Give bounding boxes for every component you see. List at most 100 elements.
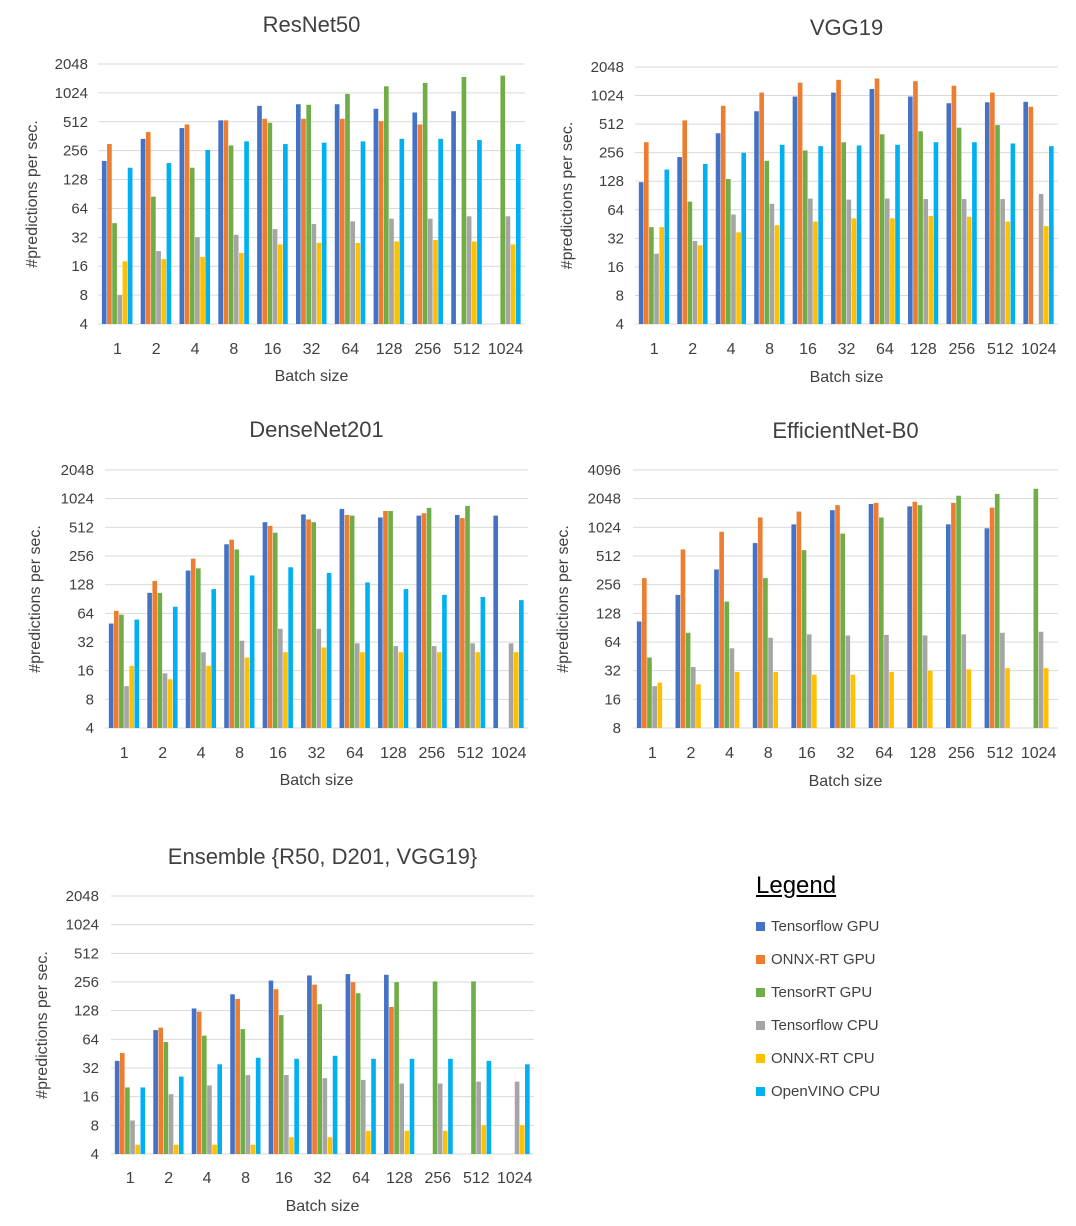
x-tick-label: 8 <box>235 745 244 762</box>
bar <box>152 580 158 728</box>
bar <box>692 240 698 324</box>
bar <box>436 652 442 728</box>
bar <box>108 623 114 728</box>
bar <box>306 104 311 325</box>
bar <box>255 1057 261 1154</box>
y-tick-label: 4 <box>91 1146 99 1163</box>
y-tick-label: 1024 <box>591 88 624 105</box>
y-tick-label: 256 <box>74 974 99 991</box>
x-tick-label: 16 <box>799 341 817 358</box>
bar <box>995 125 1000 324</box>
bar <box>339 508 345 728</box>
bar <box>344 514 350 728</box>
bar <box>190 558 196 728</box>
bar <box>873 502 879 728</box>
bar <box>514 1081 520 1154</box>
bar <box>480 597 486 728</box>
legend: Legend Tensorflow GPU ONNX-RT GPU Tensor… <box>756 872 1016 1108</box>
bar <box>736 232 741 324</box>
x-tick-label: 16 <box>269 745 287 762</box>
y-tick-label: 16 <box>77 663 94 680</box>
bar <box>475 652 481 728</box>
bar <box>657 682 663 728</box>
bar <box>172 606 178 728</box>
bar <box>984 102 990 325</box>
bar <box>726 179 731 324</box>
bar <box>869 89 875 325</box>
bar <box>677 157 682 324</box>
y-tick-label: 32 <box>82 1060 99 1077</box>
y-tick-label: 4096 <box>588 462 621 479</box>
bar <box>349 515 355 728</box>
x-tick-label: 1 <box>648 745 657 762</box>
bar <box>295 104 301 324</box>
legend-item-openvino-cpu: OpenVINO CPU <box>756 1075 1016 1108</box>
bar <box>250 1144 256 1154</box>
bar <box>147 592 152 728</box>
bar <box>675 594 681 728</box>
legend-label: TensorRT GPU <box>771 984 873 1001</box>
bar <box>643 142 649 324</box>
x-tick-label: 16 <box>275 1170 293 1187</box>
y-tick-label: 256 <box>63 143 88 160</box>
bar <box>412 112 418 324</box>
bar <box>125 1087 130 1154</box>
bar <box>764 160 770 324</box>
bar <box>818 146 823 324</box>
bar <box>638 182 644 324</box>
bar <box>278 628 283 728</box>
bar <box>317 1004 322 1154</box>
bar <box>327 1137 333 1154</box>
y-tick-label: 256 <box>69 548 94 565</box>
bar <box>360 1079 366 1154</box>
x-tick-label: 256 <box>415 341 442 358</box>
bar <box>389 218 394 324</box>
bar <box>202 1035 207 1154</box>
y-tick-label: 1024 <box>66 917 99 934</box>
bar <box>127 167 133 324</box>
bar <box>470 643 475 728</box>
legend-swatch <box>756 1054 765 1063</box>
bar <box>278 1015 284 1154</box>
y-tick-label: 128 <box>63 172 88 189</box>
bar <box>195 237 200 324</box>
bar <box>451 111 456 324</box>
y-tick-label: 64 <box>607 202 624 219</box>
bar <box>868 504 874 728</box>
bar <box>1023 101 1029 324</box>
x-tick-label: 1 <box>650 341 659 358</box>
y-tick-label: 32 <box>604 663 621 680</box>
bar <box>360 141 366 324</box>
x-tick-label: 32 <box>308 745 326 762</box>
bar <box>757 517 763 728</box>
y-tick-label: 4 <box>616 316 624 333</box>
bar <box>792 96 798 324</box>
bar <box>636 621 642 728</box>
x-tick-label: 1024 <box>1021 341 1057 358</box>
bar <box>416 515 422 728</box>
bar <box>972 142 977 324</box>
bar <box>301 118 306 324</box>
bar <box>178 1076 184 1154</box>
bar <box>754 111 759 324</box>
bar <box>945 524 951 728</box>
y-tick-label: 2048 <box>66 888 99 905</box>
bar <box>398 652 404 728</box>
bar <box>311 224 317 324</box>
x-tick-label: 128 <box>376 341 403 358</box>
bar <box>994 493 1000 728</box>
y-tick-label: 512 <box>74 945 99 962</box>
bar <box>157 592 163 728</box>
bar <box>233 234 239 324</box>
bar <box>316 628 322 728</box>
bar <box>687 201 693 324</box>
bar <box>505 216 511 324</box>
bar <box>1000 632 1005 728</box>
chart-title: EfficientNet-B0 <box>772 418 918 443</box>
bar <box>262 118 268 324</box>
bar <box>697 245 703 324</box>
bar <box>961 634 967 728</box>
x-tick-label: 256 <box>419 745 446 762</box>
bar <box>1010 143 1016 324</box>
bar <box>951 502 956 728</box>
